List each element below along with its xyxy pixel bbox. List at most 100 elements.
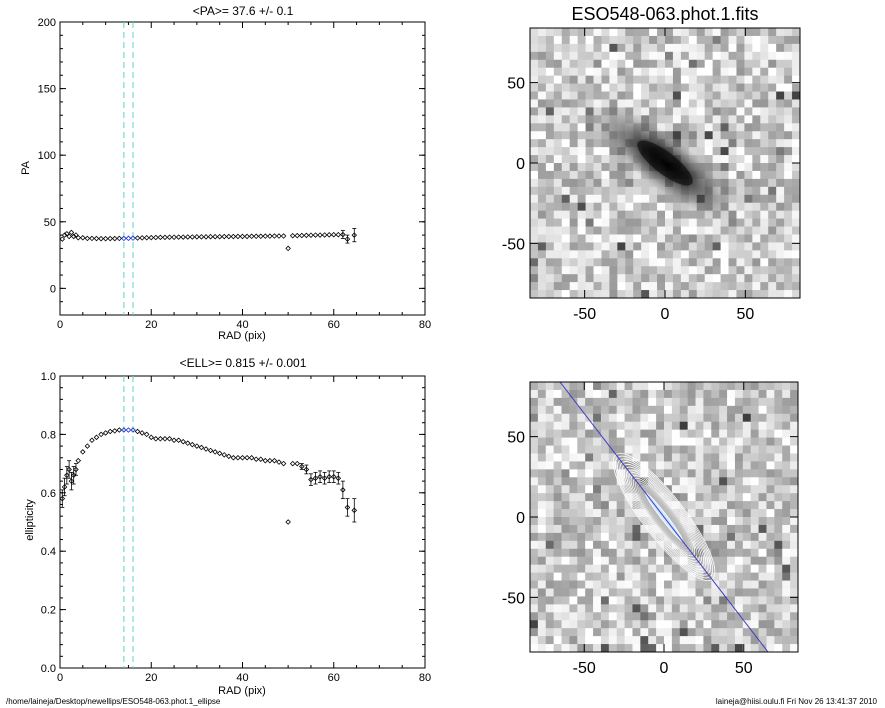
image-pixel	[656, 556, 665, 566]
image-pixel	[577, 35, 587, 45]
image-pixel	[585, 532, 594, 542]
image-pixel	[601, 258, 610, 267]
image-pixel	[530, 282, 539, 291]
image-pixel	[696, 290, 706, 298]
image-pixel	[712, 115, 722, 124]
image-pixel	[665, 99, 674, 108]
image-pixel	[790, 540, 798, 550]
image-pixel	[656, 461, 665, 470]
image-pixel	[553, 28, 563, 37]
image-pixel	[609, 258, 618, 267]
image-pixel	[784, 67, 793, 77]
image-pixel	[577, 218, 587, 228]
image-pixel	[792, 210, 800, 220]
image-pixel	[664, 461, 673, 470]
image-pixel	[704, 115, 714, 124]
image-pixel	[537, 250, 547, 259]
image-pixel	[641, 83, 650, 93]
image-pixel	[624, 421, 633, 431]
image-pixel	[719, 580, 728, 589]
image-pixel	[727, 382, 736, 391]
image-pixel	[530, 580, 539, 589]
image-pixel	[633, 282, 642, 291]
image-pixel	[734, 517, 744, 526]
image-pixel	[768, 250, 777, 259]
image-pixel	[569, 524, 578, 534]
image-pixel	[656, 644, 665, 652]
image-pixel	[593, 501, 602, 510]
pa-data-point	[317, 232, 323, 238]
image-pixel	[679, 461, 689, 470]
image-pixel	[656, 636, 665, 645]
image-pixel	[720, 91, 730, 100]
image-pixel	[752, 28, 761, 37]
image-pixel	[569, 155, 579, 164]
image-pixel	[569, 242, 579, 251]
image-pixel	[728, 147, 737, 156]
image-pixel	[736, 147, 745, 156]
image-pixel	[633, 178, 642, 188]
image-pixel	[758, 572, 767, 582]
image-pixel	[553, 131, 563, 140]
image-pixel	[711, 429, 720, 439]
image-pixel	[736, 131, 745, 140]
image-pixel	[600, 501, 610, 510]
image-pixel	[632, 580, 641, 589]
image-pixel	[719, 564, 728, 574]
image-pixel	[641, 258, 650, 267]
image-pixel	[758, 548, 767, 558]
image-pixel	[742, 501, 752, 510]
image-pixel	[680, 99, 690, 108]
image-pixel	[633, 170, 642, 180]
image-pixel	[537, 644, 547, 652]
image-pixel	[537, 99, 547, 108]
pa-data-point	[276, 233, 282, 239]
image-pixel	[760, 266, 769, 275]
image-pixel	[784, 163, 793, 172]
image-pixel	[593, 469, 602, 478]
image-pixel	[790, 596, 798, 605]
image-pixel	[593, 485, 602, 494]
image-pixel	[657, 274, 666, 283]
image-pixel	[695, 580, 704, 589]
image-pixel	[752, 75, 761, 85]
image-pixel	[727, 413, 736, 423]
image-pixel	[727, 564, 736, 574]
image-pixel	[792, 218, 800, 228]
image-pixel	[766, 485, 775, 494]
image-pixel	[601, 91, 610, 100]
image-pixel	[585, 461, 594, 470]
image-pixel	[750, 572, 760, 582]
pa-data-point	[116, 235, 123, 242]
image-pixel	[727, 437, 736, 447]
image-pixel	[679, 397, 689, 407]
image-pixel	[649, 67, 658, 77]
image-pixel	[530, 123, 539, 132]
image-pixel	[530, 564, 539, 574]
image-pixel	[593, 461, 602, 470]
image-pixel	[600, 405, 610, 415]
image-pixel	[672, 282, 682, 291]
image-pixel	[601, 290, 610, 298]
image-pixel	[585, 580, 594, 589]
image-pixel	[704, 51, 714, 61]
image-pixel	[727, 445, 736, 454]
image-pixel	[672, 258, 682, 267]
image-pixel	[545, 194, 555, 204]
image-pixel	[561, 644, 570, 652]
image-pixel	[585, 258, 595, 267]
image-pixel	[601, 35, 610, 45]
image-pixel	[665, 258, 674, 267]
image-pixel	[704, 258, 714, 267]
image-pixel	[752, 242, 761, 251]
image-pixel	[782, 445, 791, 454]
image-pixel	[719, 429, 728, 439]
image-pixel	[760, 75, 769, 85]
image-pixel	[687, 604, 697, 613]
ell-y-tick-label: 0.2	[41, 605, 56, 617]
image-pixel	[569, 477, 578, 486]
image-pixel	[553, 163, 563, 172]
image-pixel	[790, 636, 798, 645]
image-pixel	[750, 493, 760, 502]
image-pixel	[679, 572, 689, 582]
